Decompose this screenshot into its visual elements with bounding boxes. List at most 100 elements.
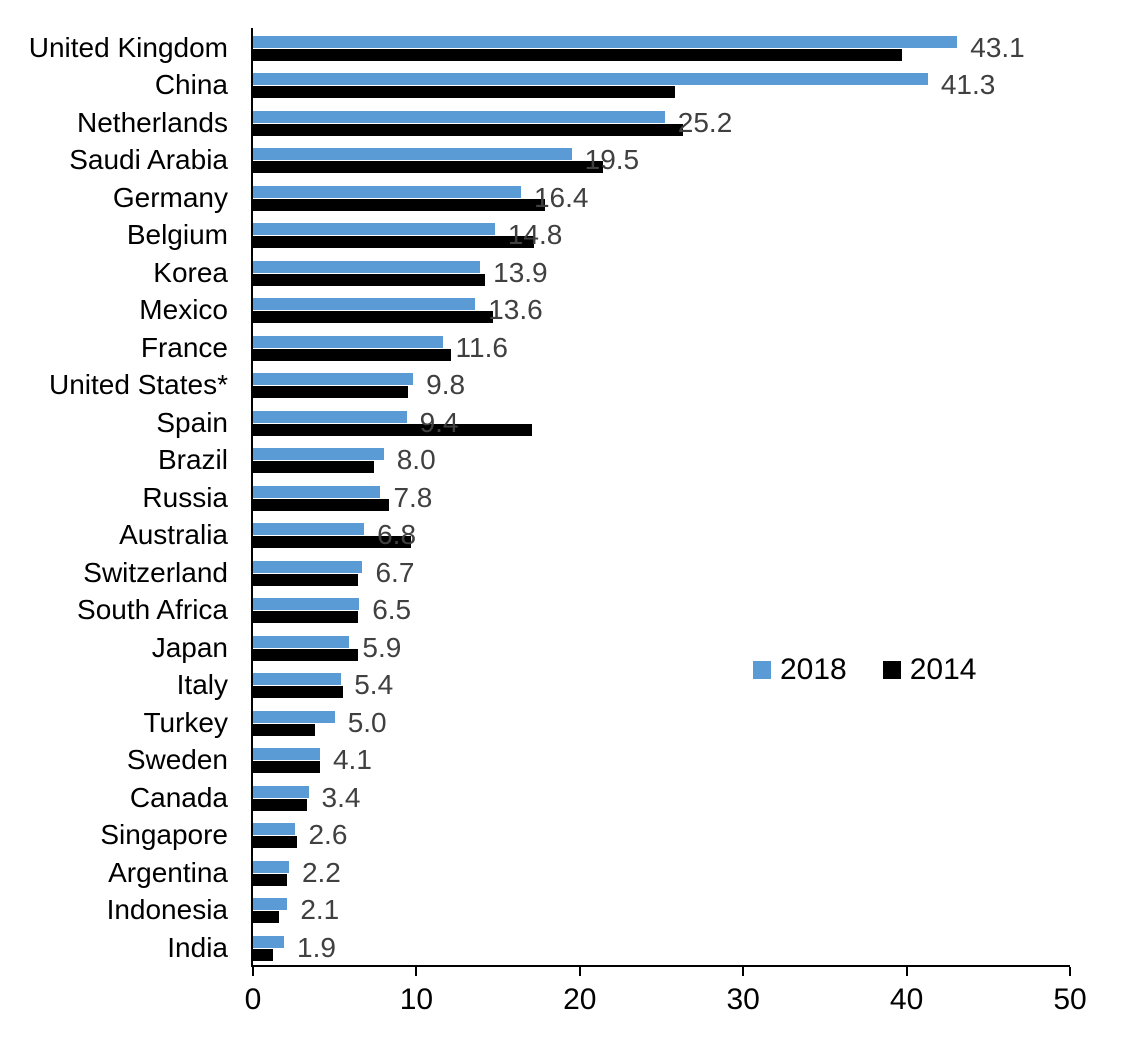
bar-2018-switzerland: [253, 560, 363, 573]
category-label-france: France: [140, 331, 228, 363]
legend-item-2018: 2018: [753, 655, 847, 685]
bar-2014-singapore: [253, 836, 298, 849]
legend-swatch-2014: [882, 661, 901, 679]
bar-2014-korea: [253, 273, 486, 286]
bar-2014-china: [253, 86, 675, 99]
category-label-mexico: Mexico: [139, 294, 228, 326]
category-label-saudi-arabia: Saudi Arabia: [69, 144, 228, 176]
value-label-netherlands: 25.2: [677, 106, 733, 138]
category-label-russia: Russia: [142, 481, 228, 513]
bar-2018-germany: [253, 185, 521, 198]
value-label-italy: 5.4: [354, 669, 394, 701]
value-label-japan: 5.9: [362, 631, 402, 663]
value-label-united-states: 9.8: [426, 369, 466, 401]
bar-2018-sweden: [253, 748, 320, 761]
legend-label-2014: 2014: [909, 653, 977, 686]
category-label-korea: Korea: [153, 256, 228, 288]
category-label-sweden: Sweden: [126, 744, 228, 776]
value-label-germany: 16.4: [533, 181, 589, 213]
bar-2018-russia: [253, 485, 381, 498]
bar-2018-japan: [253, 635, 350, 648]
bar-2018-italy: [253, 673, 342, 686]
bar-2014-united-states: [253, 386, 409, 399]
value-label-argentina: 2.2: [301, 856, 341, 888]
value-label-australia: 6.8: [377, 519, 417, 551]
bar-2018-south-africa: [253, 598, 360, 611]
category-label-turkey: Turkey: [143, 706, 228, 738]
bar-2018-singapore: [253, 823, 296, 836]
bar-2014-italy: [253, 686, 343, 699]
x-tick-label-0: 0: [244, 983, 262, 1016]
value-label-brazil: 8.0: [396, 444, 436, 476]
legend-label-2018: 2018: [780, 653, 847, 686]
bar-2014-japan: [253, 648, 358, 661]
value-label-singapore: 2.6: [308, 819, 348, 851]
bar-2018-argentina: [253, 860, 289, 873]
bar-2014-russia: [253, 498, 389, 511]
bar-2018-saudi-arabia: [253, 148, 572, 161]
bar-2018-mexico: [253, 298, 476, 311]
x-tick-20: [578, 967, 581, 976]
value-label-indonesia: 2.1: [300, 894, 340, 926]
x-tick-10: [415, 967, 418, 976]
x-tick-label-30: 30: [726, 983, 760, 1016]
bar-2014-netherlands: [253, 123, 683, 136]
value-label-korea: 13.9: [493, 256, 548, 288]
value-label-belgium: 14.8: [507, 219, 563, 251]
value-label-turkey: 5.0: [347, 706, 387, 738]
category-label-switzerland: Switzerland: [83, 556, 228, 588]
category-label-netherlands: Netherlands: [77, 106, 228, 138]
category-label-brazil: Brazil: [157, 444, 228, 476]
x-tick-40: [905, 967, 908, 976]
value-label-china: 41.3: [940, 69, 996, 101]
bar-2018-netherlands: [253, 110, 665, 123]
bar-2018-united-kingdom: [253, 36, 958, 48]
category-label-japan: Japan: [151, 631, 228, 663]
bar-2018-turkey: [253, 710, 335, 723]
bar-2014-spain: [253, 423, 533, 436]
bar-2014-saudi-arabia: [253, 161, 603, 174]
bar-2014-indonesia: [253, 911, 280, 924]
category-label-australia: Australia: [119, 519, 228, 551]
bar-2014-australia: [253, 536, 412, 549]
bar-2014-belgium: [253, 236, 535, 249]
value-label-south-africa: 6.5: [372, 594, 412, 626]
x-tick-30: [742, 967, 745, 976]
bar-2018-australia: [253, 523, 365, 536]
bar-2014-france: [253, 348, 451, 361]
legend-swatch-2018: [753, 661, 771, 679]
category-label-argentina: Argentina: [108, 856, 228, 888]
category-label-italy: Italy: [176, 669, 228, 701]
bar-2014-mexico: [253, 311, 494, 324]
bar-2018-korea: [253, 260, 481, 273]
value-label-switzerland: 6.7: [375, 556, 415, 588]
x-tick-label-20: 20: [563, 983, 597, 1016]
category-label-singapore: Singapore: [100, 819, 228, 851]
value-label-india: 1.9: [297, 931, 336, 963]
bar-2018-indonesia: [253, 898, 288, 911]
category-label-south-africa: South Africa: [77, 594, 228, 626]
value-label-united-kingdom: 43.1: [970, 32, 1025, 63]
value-label-russia: 7.8: [393, 481, 433, 513]
bar-2014-canada: [253, 798, 307, 811]
category-label-united-states: United States*: [49, 369, 228, 401]
category-label-united-kingdom: United Kingdom: [28, 32, 228, 63]
bar-2018-belgium: [253, 223, 495, 236]
bar-2018-canada: [253, 785, 309, 798]
category-label-germany: Germany: [112, 181, 228, 213]
legend-item-2014: 2014: [882, 653, 977, 686]
value-label-saudi-arabia: 19.5: [584, 144, 640, 176]
x-tick-label-40: 40: [889, 983, 924, 1016]
bar-2014-brazil: [253, 461, 374, 474]
x-tick-label-10: 10: [399, 983, 434, 1016]
x-tick-0: [252, 967, 254, 976]
value-label-sweden: 4.1: [332, 744, 372, 776]
bar-2018-spain: [253, 410, 407, 423]
category-label-india: India: [167, 931, 228, 963]
value-label-mexico: 13.6: [488, 294, 543, 326]
bar-2014-turkey: [253, 723, 316, 736]
bar-2014-switzerland: [253, 573, 358, 586]
bar-2018-india: [253, 935, 285, 948]
x-tick-label-50: 50: [1053, 983, 1087, 1016]
